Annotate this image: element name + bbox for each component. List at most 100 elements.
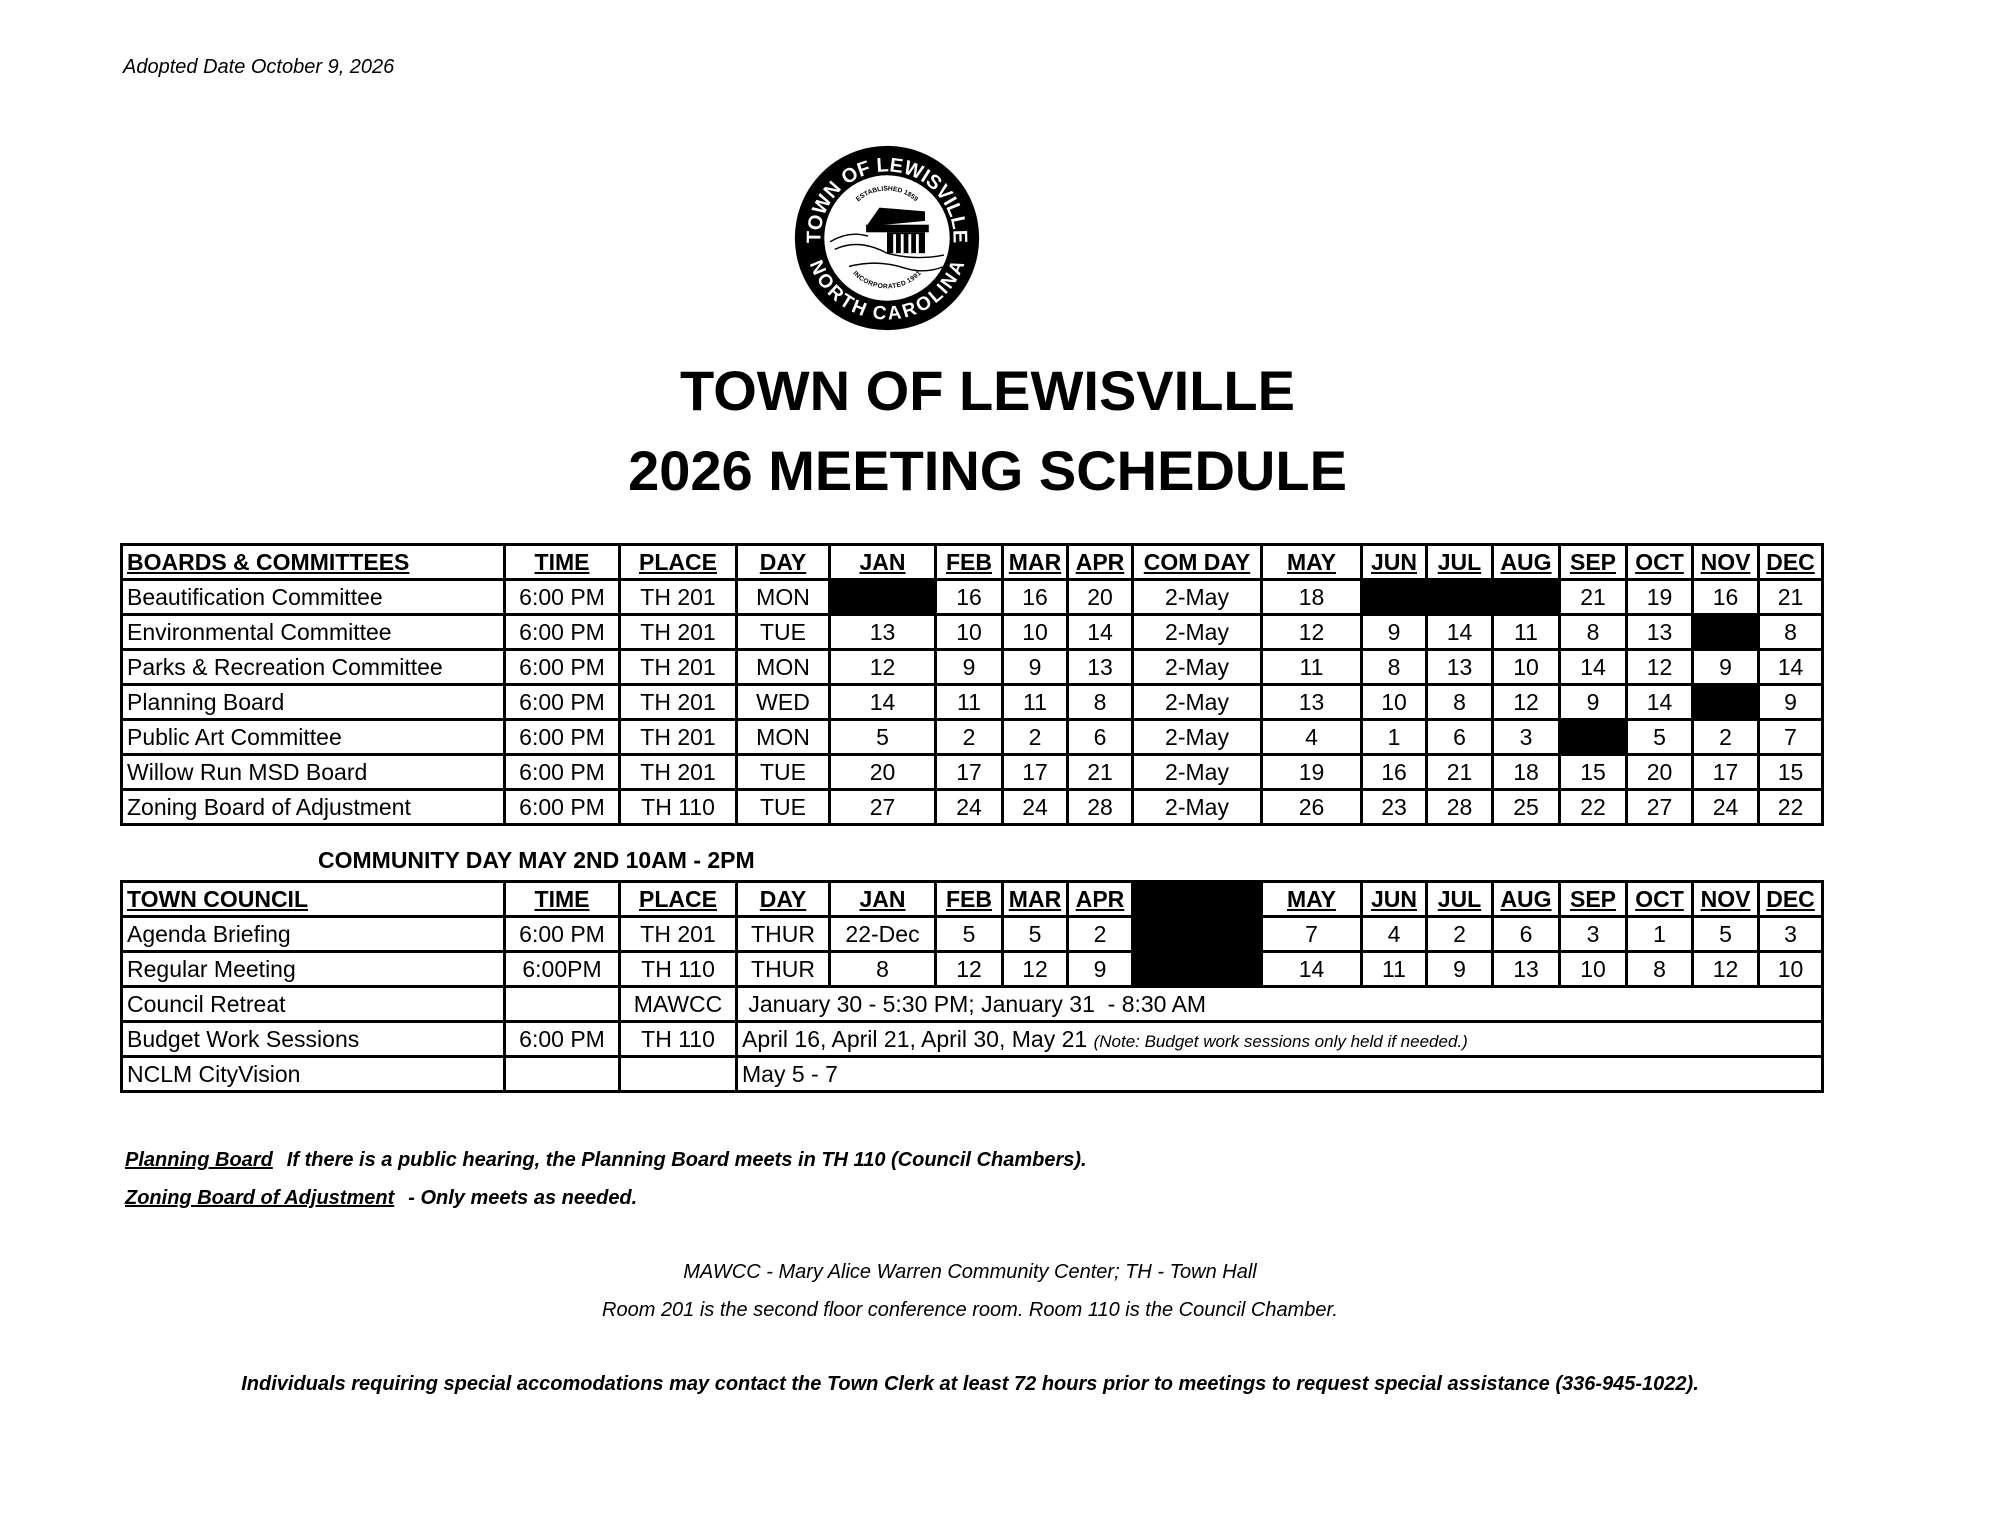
- blocked-cell: [1691, 683, 1760, 721]
- cell: 18: [1260, 578, 1363, 616]
- schedule-details: January 30 - 5:30 PM; January 31 - 8:30 …: [735, 985, 1824, 1023]
- column-header: AUG: [1491, 543, 1561, 581]
- column-header: JAN: [828, 880, 937, 918]
- cell: 10: [1558, 950, 1628, 988]
- cell: 14: [1260, 950, 1363, 988]
- cell: THUR: [735, 950, 831, 988]
- cell: 8: [1625, 950, 1694, 988]
- cell: 3: [1491, 718, 1561, 756]
- cell: 9: [934, 648, 1004, 686]
- cell: TH 201: [618, 648, 738, 686]
- cell: TUE: [735, 788, 831, 826]
- cell: 12: [1691, 950, 1760, 988]
- cell: 22: [1757, 788, 1824, 826]
- column-header: MAY: [1260, 543, 1363, 581]
- column-header: JAN: [828, 543, 937, 581]
- column-header: SEP: [1558, 543, 1628, 581]
- blocked-cell: [1425, 578, 1494, 616]
- cell: 24: [1001, 788, 1069, 826]
- column-header: PLACE: [618, 543, 738, 581]
- column-header: TOWN COUNCIL: [120, 880, 506, 918]
- cell: 2-May: [1131, 718, 1263, 756]
- blocked-cell: [1131, 950, 1263, 988]
- cell: 28: [1425, 788, 1494, 826]
- cell: 6:00PM: [503, 950, 621, 988]
- cell: TH 201: [618, 915, 738, 953]
- cell: 21: [1558, 578, 1628, 616]
- community-day-note: COMMUNITY DAY MAY 2ND 10AM - 2PM: [318, 847, 755, 873]
- table-row: Willow Run MSD Board 6:00 PM TH 201 TUE 20 17…: [120, 753, 1824, 791]
- cell: 19: [1625, 578, 1694, 616]
- cell: 14: [828, 683, 937, 721]
- footnote-label: Planning Board: [125, 1149, 273, 1171]
- column-header: TIME: [503, 880, 621, 918]
- row-name: Planning Board: [120, 683, 506, 721]
- cell: 7: [1260, 915, 1363, 953]
- cell: 27: [828, 788, 937, 826]
- cell: 2-May: [1131, 613, 1263, 651]
- cell: 14: [1066, 613, 1134, 651]
- cell: 9: [1360, 613, 1428, 651]
- blocked-cell: [828, 578, 937, 616]
- column-header: AUG: [1491, 880, 1561, 918]
- cell: 10: [1001, 613, 1069, 651]
- column-header: APR: [1066, 543, 1134, 581]
- cell: 11: [1260, 648, 1363, 686]
- cell: 4: [1360, 915, 1428, 953]
- table-row: NCLM CityVision May 5 - 7: [120, 1055, 1824, 1093]
- details-text: April 16, April 21, April 30, May 21: [742, 1025, 1094, 1052]
- legend-locations: MAWCC - Mary Alice Warren Community Cent…: [683, 1261, 1257, 1283]
- boards-committees-table: BOARDS & COMMITTEES TIME PLACE DAY JAN FEB MAR…: [120, 543, 1824, 826]
- column-header: NOV: [1691, 880, 1760, 918]
- blocked-cell: [1691, 613, 1760, 651]
- column-header: DEC: [1757, 880, 1824, 918]
- cell: 12: [1001, 950, 1069, 988]
- cell: 14: [1558, 648, 1628, 686]
- cell: 20: [1625, 753, 1694, 791]
- cell: 2-May: [1131, 648, 1263, 686]
- cell: 15: [1558, 753, 1628, 791]
- cell: 2-May: [1131, 578, 1263, 616]
- column-header: SEP: [1558, 880, 1628, 918]
- cell: 10: [1360, 683, 1428, 721]
- cell: 8: [828, 950, 937, 988]
- cell: 6:00 PM: [503, 578, 621, 616]
- column-header: DAY: [735, 880, 831, 918]
- table-row: Zoning Board of Adjustment 6:00 PM TH 110 T…: [120, 788, 1824, 826]
- cell: 24: [1691, 788, 1760, 826]
- cell: 16: [1360, 753, 1428, 791]
- header-row: BOARDS & COMMITTEES TIME PLACE DAY JAN FEB MAR…: [120, 543, 1824, 581]
- cell: 12: [828, 648, 937, 686]
- cell: 6:00 PM: [503, 1020, 621, 1058]
- cell: 14: [1757, 648, 1824, 686]
- row-name: Parks & Recreation Committee: [120, 648, 506, 686]
- cell: 18: [1491, 753, 1561, 791]
- column-header: FEB: [934, 880, 1004, 918]
- cell: MAWCC: [618, 985, 738, 1023]
- schedule-details: May 5 - 7: [735, 1055, 1824, 1093]
- cell: 5: [934, 915, 1004, 953]
- row-name: Council Retreat: [120, 985, 506, 1023]
- cell: 13: [1425, 648, 1494, 686]
- table-row: Agenda Briefing 6:00 PM TH 201 THUR 22-Dec 5 5…: [120, 915, 1824, 953]
- row-name: Agenda Briefing: [120, 915, 506, 953]
- cell: 5: [1691, 915, 1760, 953]
- column-header: JUL: [1425, 543, 1494, 581]
- cell: 2-May: [1131, 788, 1263, 826]
- row-name: Beautification Committee: [120, 578, 506, 616]
- town-council-table: TOWN COUNCIL TIME PLACE DAY JAN FEB MAR APR MAY J…: [120, 880, 1824, 1093]
- header-row: TOWN COUNCIL TIME PLACE DAY JAN FEB MAR APR MAY J…: [120, 880, 1824, 918]
- cell: 3: [1757, 915, 1824, 953]
- cell: MON: [735, 578, 831, 616]
- column-header: DEC: [1757, 543, 1824, 581]
- column-header: DAY: [735, 543, 831, 581]
- cell: TH 201: [618, 578, 738, 616]
- cell: 11: [934, 683, 1004, 721]
- column-header: BOARDS & COMMITTEES: [120, 543, 506, 581]
- row-name: NCLM CityVision: [120, 1055, 506, 1093]
- table-row: Parks & Recreation Committee 6:00 PM TH 20…: [120, 648, 1824, 686]
- column-header: COM DAY: [1131, 543, 1263, 581]
- cell: 5: [828, 718, 937, 756]
- cell: TH 201: [618, 613, 738, 651]
- cell: 19: [1260, 753, 1363, 791]
